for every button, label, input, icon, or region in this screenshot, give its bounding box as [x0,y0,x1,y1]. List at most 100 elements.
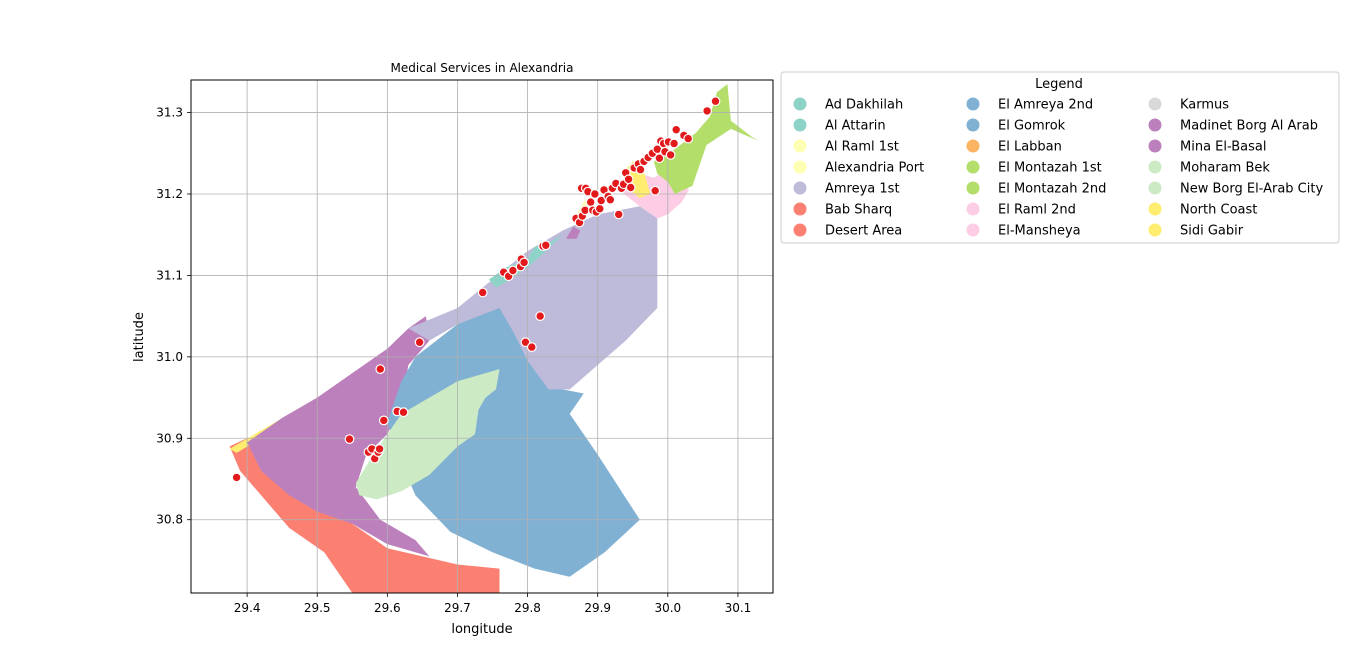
region-mina-el-basal [566,226,581,239]
legend-marker [1148,97,1162,111]
legend-marker [793,160,807,174]
medical-service-point [378,415,389,426]
medical-service-point [520,337,531,348]
legend-label: Karmus [1180,98,1229,113]
legend-entry: El-Mansheya [966,223,1081,239]
legend-entry: North Coast [1148,202,1257,218]
legend-marker [1148,139,1162,153]
legend-marker [793,118,807,132]
legend-label: El Labban [998,140,1062,155]
medical-service-point [375,364,386,375]
legend-label: Al Raml 1st [825,140,899,155]
legend-label: New Borg El-Arab City [1180,182,1323,197]
legend-marker [966,223,980,237]
y-tick-label: 31.0 [156,350,183,364]
medical-service-points [231,96,721,483]
medical-service-point [710,96,721,107]
legend-marker [966,97,980,111]
legend-marker [793,223,807,237]
medical-service-point [374,444,385,454]
medical-service-point [702,105,712,116]
legend-entry: Sidi Gabir [1148,223,1244,239]
x-tick-label: 29.5 [304,601,331,615]
legend-marker [1148,223,1162,237]
legend-label: Sidi Gabir [1180,224,1244,239]
medical-service-point [590,189,600,199]
y-tick-label: 31.2 [156,187,183,201]
legend-label: El Montazah 1st [998,161,1102,176]
x-axis-label: longitude [451,622,512,637]
medical-service-point [625,182,636,193]
medical-service-point [635,164,646,175]
y-tick-label: 30.9 [156,431,183,445]
legend-entry: El Labban [966,139,1062,155]
grid-lines [191,80,773,593]
medical-service-point [231,472,242,483]
legend-entry: El Gomrok [966,118,1066,134]
medical-service-point [669,138,679,149]
medical-service-point [508,265,518,276]
x-tick-label: 30.0 [654,601,681,615]
legend-label: Moharam Bek [1180,161,1270,176]
legend-entry: Karmus [1148,97,1229,113]
medical-service-point [398,407,409,418]
legend-entry: Bab Sharq [793,202,892,218]
legend-entry: El Montazah 1st [966,160,1102,176]
medical-service-point [665,149,676,160]
medical-service-point [585,197,596,208]
y-tick-label: 30.8 [156,513,183,527]
medical-service-point [654,153,665,164]
region-madinet-borg-al-arab [247,316,430,557]
legend-label: Madinet Borg Al Arab [1180,119,1318,134]
region-el-amreya-2nd [387,303,640,577]
x-tick-label: 29.6 [374,601,401,615]
legend-entry: El Montazah 2nd [966,181,1106,197]
medical-service-point [613,209,624,220]
medical-service-point [650,185,661,196]
legend-entry: Moharam Bek [1148,160,1270,176]
legend-marker [966,181,980,195]
legend-box [780,71,1340,244]
legend-label: North Coast [1180,203,1257,218]
legend-marker [793,97,807,111]
legend-entry: El Raml 2nd [966,202,1076,218]
legend-title: Legend [1035,77,1083,92]
x-tick-label: 29.9 [584,601,611,615]
legend-marker [1148,181,1162,195]
legend-label: Alexandria Port [825,161,924,176]
y-tick-label: 31.3 [156,106,183,120]
legend-label: Ad Dakhilah [825,98,903,113]
legend-marker [793,139,807,153]
legend-entry: Ad Dakhilah [793,97,903,113]
legend-entries: Ad Dakhilah Al Attarin Al Raml 1st Alexandr… [793,97,1323,239]
y-tick-label: 31.1 [156,268,183,282]
x-tick-label: 29.8 [514,601,541,615]
medical-service-point [623,174,634,185]
legend-entry: New Borg El-Arab City [1148,181,1323,197]
legend-label: El Montazah 2nd [998,182,1106,197]
y-axis-label: latitude [132,312,147,362]
legend-entry: Amreya 1st [793,181,900,197]
legend-marker [793,181,807,195]
legend-label: Al Attarin [825,119,886,134]
legend-entry: Mina El-Basal [1148,139,1266,155]
legend-entry: El Amreya 2nd [966,97,1093,113]
medical-service-point [671,124,682,135]
medical-service-point [344,434,355,445]
legend-label: El Gomrok [998,119,1066,134]
legend-marker [966,202,980,216]
medical-service-point [519,257,529,268]
medical-service-point [594,203,605,214]
medical-service-point [683,133,694,144]
legend-label: Amreya 1st [825,182,900,197]
legend-label: Mina El-Basal [1180,140,1266,155]
legend-label: El Raml 2nd [998,203,1076,218]
legend-marker [1148,118,1162,132]
x-tick-label: 30.1 [725,601,752,615]
legend-marker [966,139,980,153]
legend-marker [1148,202,1162,216]
x-axis-ticks: 29.4 29.5 29.6 29.7 29.8 29.9 30.0 30.1 [234,593,752,615]
x-tick-label: 29.4 [234,601,261,615]
